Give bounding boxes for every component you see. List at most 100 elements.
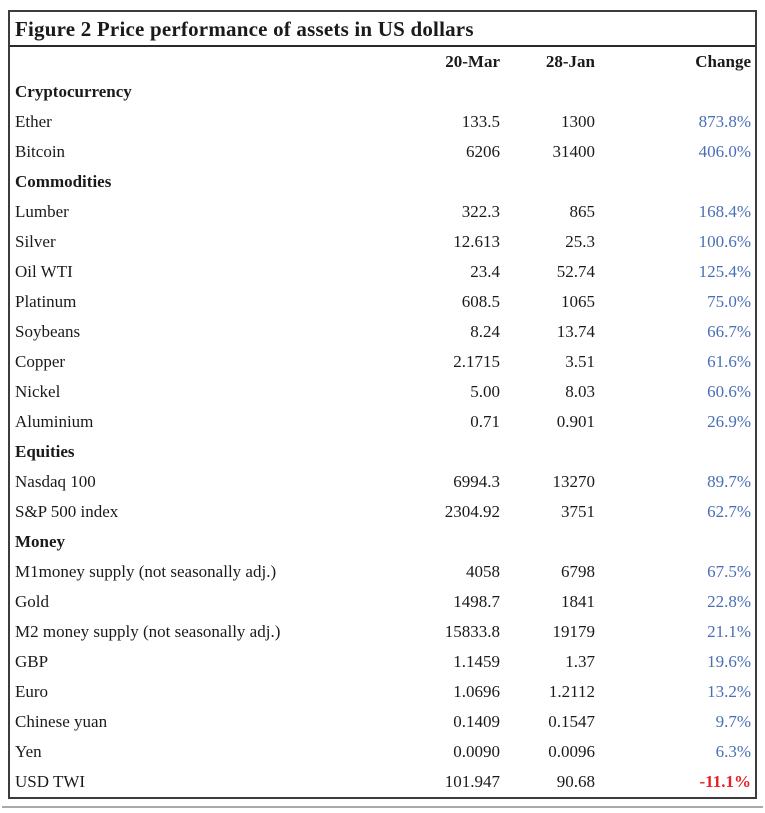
asset-label: S&P 500 index [15, 502, 119, 521]
value-20-mar: 23.4 [470, 262, 500, 281]
asset-label: Silver [15, 232, 56, 251]
table-row: M2 money supply (not seasonally adj.) 158… [10, 617, 755, 647]
value-20-mar: 101.947 [444, 772, 500, 791]
table-row: S&P 500 index 2304.92 3751 62.7% [10, 497, 755, 527]
value-20-mar: 322.3 [461, 202, 500, 221]
value-20-mar: 2.1715 [453, 352, 500, 371]
value-change: 66.7% [707, 322, 751, 341]
value-change: 13.2% [707, 682, 751, 701]
table-row: Lumber 322.3 865 168.4% [10, 197, 755, 227]
table-row: USD TWI 101.947 90.68 -11.1% [10, 767, 755, 797]
value-20-mar: 5.00 [470, 382, 500, 401]
value-28-jan: 6798 [561, 562, 595, 581]
figure-title: Figure 2 Price performance of assets in … [10, 12, 755, 47]
value-28-jan: 0.0096 [548, 742, 595, 761]
asset-label: M1money supply (not seasonally adj.) [15, 562, 277, 581]
value-28-jan: 25.3 [565, 232, 595, 251]
value-28-jan [500, 77, 595, 107]
value-28-jan: 0.901 [556, 412, 595, 431]
value-28-jan: 13270 [552, 472, 596, 491]
value-28-jan [500, 527, 595, 557]
asset-label: Ether [15, 112, 52, 131]
asset-label: Bitcoin [15, 142, 66, 161]
value-change: 22.8% [707, 592, 751, 611]
value-change: 62.7% [707, 502, 751, 521]
asset-label: Commodities [15, 172, 112, 191]
value-20-mar: 6206 [466, 142, 500, 161]
asset-label: Yen [15, 742, 42, 761]
figure-table: Figure 2 Price performance of assets in … [8, 10, 757, 799]
table-row: Nasdaq 100 6994.3 13270 89.7% [10, 467, 755, 497]
table-row: Soybeans 8.24 13.74 66.7% [10, 317, 755, 347]
value-change: 100.6% [698, 232, 751, 251]
value-28-jan: 3.51 [565, 352, 595, 371]
table-row: GBP 1.1459 1.37 19.6% [10, 647, 755, 677]
value-20-mar [390, 527, 500, 557]
category-row: Commodities [10, 167, 755, 197]
asset-label: Gold [15, 592, 49, 611]
value-20-mar: 133.5 [461, 112, 500, 131]
table-row: Gold 1498.7 1841 22.8% [10, 587, 755, 617]
value-change: 67.5% [707, 562, 751, 581]
value-20-mar: 0.0090 [453, 742, 500, 761]
value-change: 75.0% [707, 292, 751, 311]
value-change: 26.9% [707, 412, 751, 431]
value-20-mar [390, 167, 500, 197]
value-28-jan: 865 [569, 202, 596, 221]
asset-label: Nickel [15, 382, 61, 401]
value-28-jan [500, 437, 595, 467]
value-20-mar [390, 77, 500, 107]
asset-label: Money [15, 532, 66, 551]
asset-label: Lumber [15, 202, 69, 221]
col-header-change: Change [695, 52, 751, 71]
table-body: 20-Mar 28-Jan Change Cryptocurrency Ether… [10, 47, 755, 797]
value-change: 19.6% [707, 652, 751, 671]
asset-label: M2 money supply (not seasonally adj.) [15, 622, 281, 641]
value-change: 21.1% [707, 622, 751, 641]
value-20-mar: 0.1409 [453, 712, 500, 731]
col-header-28-jan: 28-Jan [545, 52, 595, 71]
value-change [595, 167, 755, 197]
category-row: Money [10, 527, 755, 557]
asset-label: Oil WTI [15, 262, 73, 281]
value-28-jan: 1.2112 [548, 682, 595, 701]
value-28-jan: 90.68 [556, 772, 595, 791]
value-change: 168.4% [698, 202, 751, 221]
value-28-jan: 1300 [561, 112, 595, 131]
value-20-mar: 0.71 [470, 412, 500, 431]
value-change: 125.4% [698, 262, 751, 281]
table-row: Yen 0.0090 0.0096 6.3% [10, 737, 755, 767]
value-28-jan: 0.1547 [548, 712, 595, 731]
table-row: Oil WTI 23.4 52.74 125.4% [10, 257, 755, 287]
table-header-row: 20-Mar 28-Jan Change [10, 47, 755, 77]
value-change: 61.6% [707, 352, 751, 371]
value-20-mar: 1.0696 [453, 682, 500, 701]
value-change: 9.7% [715, 712, 751, 731]
table-row: Chinese yuan 0.1409 0.1547 9.7% [10, 707, 755, 737]
header-spacer [10, 47, 390, 77]
asset-label: Aluminium [15, 412, 94, 431]
asset-label: USD TWI [15, 772, 86, 791]
table-row: Ether 133.5 1300 873.8% [10, 107, 755, 137]
asset-label: Equities [15, 442, 75, 461]
table-row: Bitcoin 6206 31400 406.0% [10, 137, 755, 167]
asset-label: Nasdaq 100 [15, 472, 96, 491]
value-28-jan [500, 167, 595, 197]
value-28-jan: 31400 [552, 142, 596, 161]
asset-label: Cryptocurrency [15, 82, 132, 101]
value-28-jan: 8.03 [565, 382, 595, 401]
value-change: 89.7% [707, 472, 751, 491]
category-row: Equities [10, 437, 755, 467]
asset-label: Copper [15, 352, 66, 371]
value-28-jan: 13.74 [556, 322, 595, 341]
value-28-jan: 52.74 [556, 262, 595, 281]
asset-label: Chinese yuan [15, 712, 108, 731]
category-row: Cryptocurrency [10, 77, 755, 107]
value-20-mar: 6994.3 [453, 472, 500, 491]
value-change [595, 437, 755, 467]
table-row: M1money supply (not seasonally adj.) 4058… [10, 557, 755, 587]
value-28-jan: 19179 [552, 622, 596, 641]
asset-label: Euro [15, 682, 49, 701]
value-change [595, 77, 755, 107]
value-28-jan: 1065 [561, 292, 595, 311]
